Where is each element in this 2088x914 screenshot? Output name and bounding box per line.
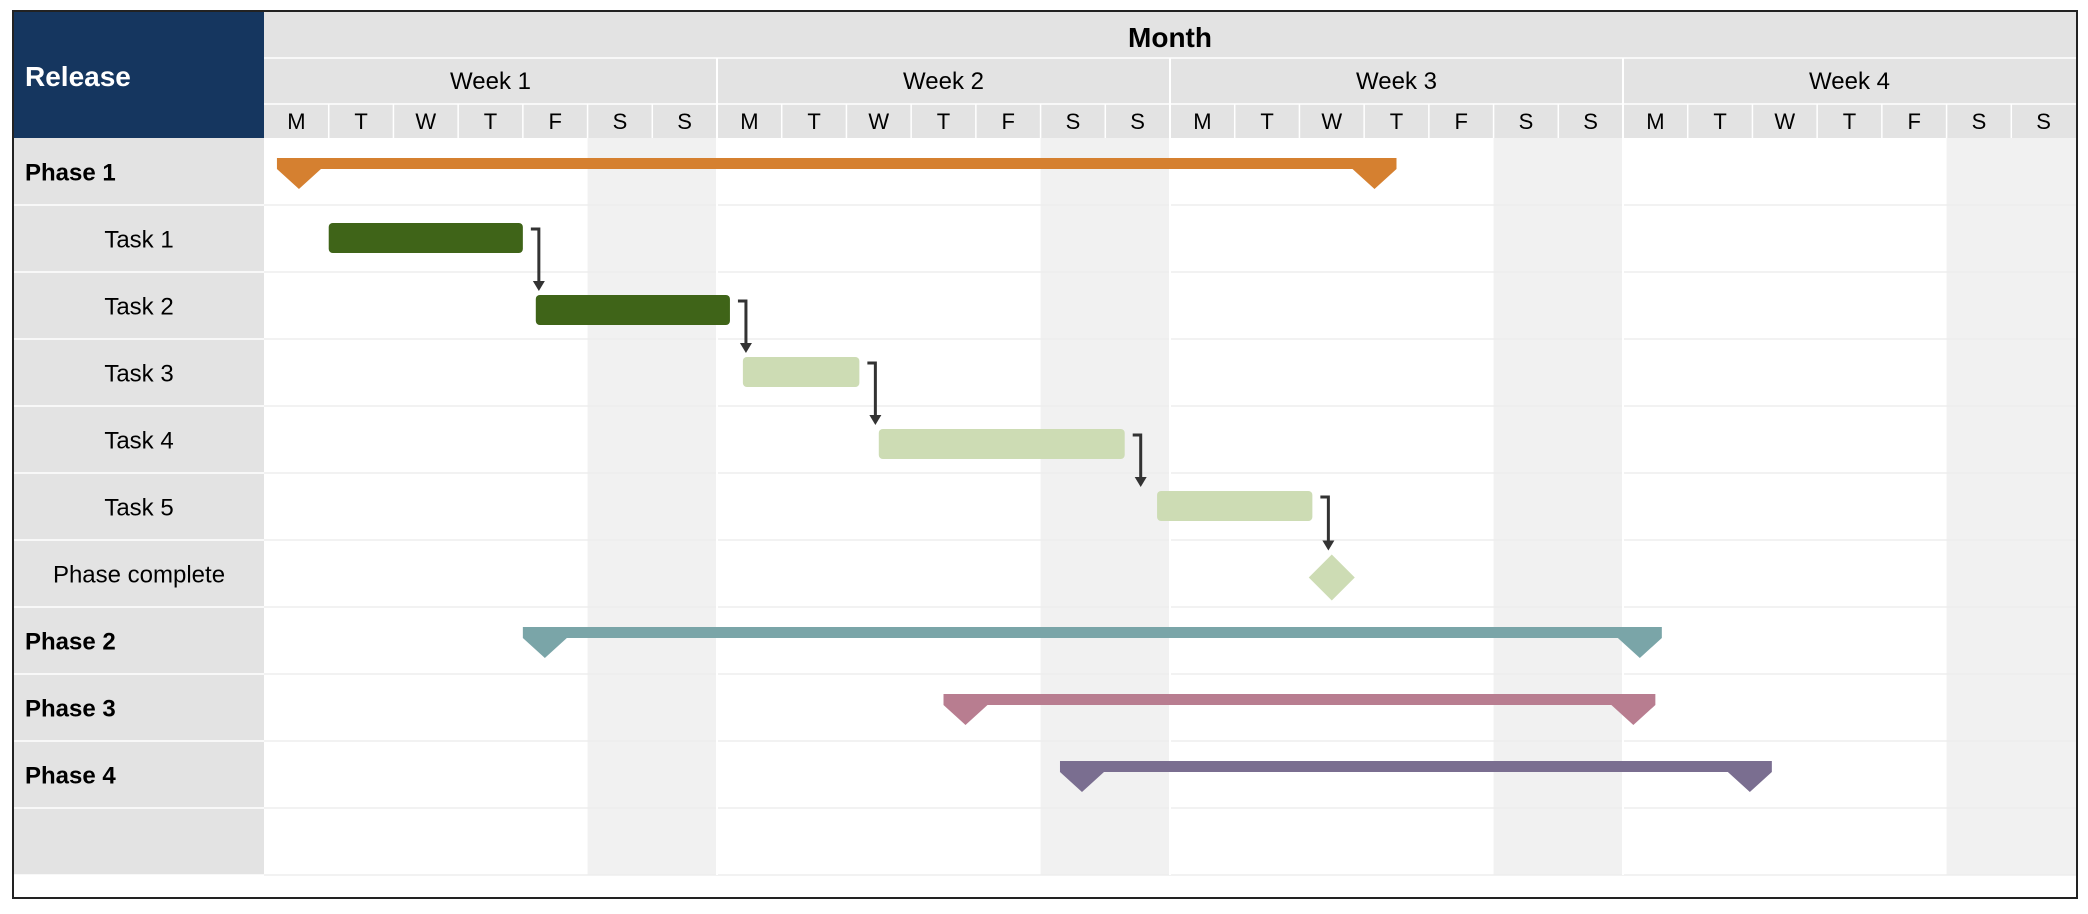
day-label: W: [1774, 109, 1795, 134]
row-label: Phase 3: [25, 696, 116, 723]
day-label: S: [2036, 109, 2051, 134]
phase-bar: [1059, 761, 1772, 792]
day-label: T: [1713, 109, 1726, 134]
dependency-arrow: [737, 299, 748, 345]
day-label: W: [1321, 109, 1342, 134]
header-layer: Month Release Week 1 Week 2 Week 3 Week 4 M T W T…: [14, 12, 2076, 875]
outer-border: [12, 10, 2078, 899]
day-label: M: [1193, 109, 1211, 134]
dependency-arrowhead: [1322, 540, 1335, 551]
background-layer: [14, 138, 2076, 876]
day-label: T: [937, 109, 950, 134]
day-label: W: [868, 109, 889, 134]
dependency-arrow: [867, 361, 877, 417]
dependency-arrowhead: [1134, 477, 1147, 487]
day-label: S: [677, 109, 692, 134]
phase-bar: [522, 627, 1662, 658]
day-label: W: [415, 109, 436, 134]
week-label: Week 2: [903, 68, 984, 95]
day-label: T: [1260, 109, 1273, 134]
dependency-arrowhead: [869, 415, 882, 425]
task-bar: [742, 357, 860, 387]
task-bar: [535, 295, 730, 325]
row-label: Phase 2: [25, 629, 116, 656]
dependency-layer: [530, 227, 1335, 551]
corner-cell: [14, 12, 264, 138]
label-column-background: [14, 138, 264, 875]
task-bar: [328, 223, 523, 253]
dependency-arrow: [530, 227, 541, 283]
row-label: Phase complete: [53, 562, 225, 589]
weekend-shade: [587, 138, 717, 875]
day-label: S: [613, 109, 628, 134]
day-label: T: [1390, 109, 1403, 134]
task-bar: [1157, 491, 1313, 521]
day-label: S: [1583, 109, 1598, 134]
day-label: F: [1907, 109, 1920, 134]
day-label: M: [287, 109, 305, 134]
day-label: S: [1972, 109, 1987, 134]
phase-bar: [276, 158, 1397, 189]
dependency-arrow: [1320, 495, 1330, 543]
day-label: S: [1519, 109, 1534, 134]
day-label: T: [484, 109, 497, 134]
row-label: Task 4: [104, 428, 173, 455]
day-label: T: [354, 109, 367, 134]
day-label: M: [1646, 109, 1664, 134]
row-label: Task 3: [104, 361, 173, 388]
row-label: Phase 1: [25, 160, 116, 187]
weekend-shade: [1493, 138, 1623, 875]
row-label-layer: Phase 1 Task 1 Task 2 Task 3 Task 4 Task 5 Pha…: [25, 160, 225, 790]
row-label: Task 5: [104, 495, 173, 522]
week-label: Week 1: [450, 68, 531, 95]
dependency-arrowhead: [532, 281, 545, 291]
day-label: T: [807, 109, 820, 134]
week-label: Week 4: [1809, 68, 1890, 95]
weekend-shade: [1946, 138, 2076, 875]
row-label: Phase 4: [25, 763, 116, 790]
corner-label: Release: [25, 61, 131, 92]
day-label: F: [548, 109, 561, 134]
day-label: S: [1066, 109, 1081, 134]
phase-bar: [943, 694, 1656, 725]
day-label: S: [1130, 109, 1145, 134]
row-label: Task 2: [104, 294, 173, 321]
day-label: F: [1001, 109, 1014, 134]
day-label: T: [1843, 109, 1856, 134]
weekend-shade: [1040, 138, 1170, 875]
row-label: Task 1: [104, 227, 173, 254]
milestone-diamond: [1308, 554, 1355, 601]
bar-layer: [276, 158, 1772, 792]
day-label: M: [740, 109, 758, 134]
chart-title: Month: [1128, 22, 1212, 53]
day-label: F: [1454, 109, 1467, 134]
dependency-arrow: [1132, 433, 1143, 479]
week-label: Week 3: [1356, 68, 1437, 95]
dependency-arrowhead: [739, 343, 752, 353]
task-bar: [878, 429, 1125, 459]
